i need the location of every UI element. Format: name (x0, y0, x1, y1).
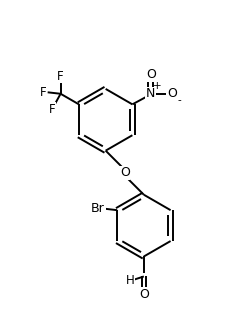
Text: O: O (166, 87, 176, 100)
Text: -: - (177, 95, 181, 105)
Text: O: O (119, 166, 129, 179)
Text: F: F (57, 70, 64, 83)
Text: H: H (125, 274, 133, 287)
Text: F: F (48, 103, 55, 116)
Text: +: + (152, 81, 161, 91)
Text: F: F (40, 86, 47, 99)
Text: N: N (145, 87, 155, 100)
Text: Br: Br (91, 202, 104, 215)
Text: O: O (145, 68, 155, 81)
Text: O: O (138, 288, 148, 301)
